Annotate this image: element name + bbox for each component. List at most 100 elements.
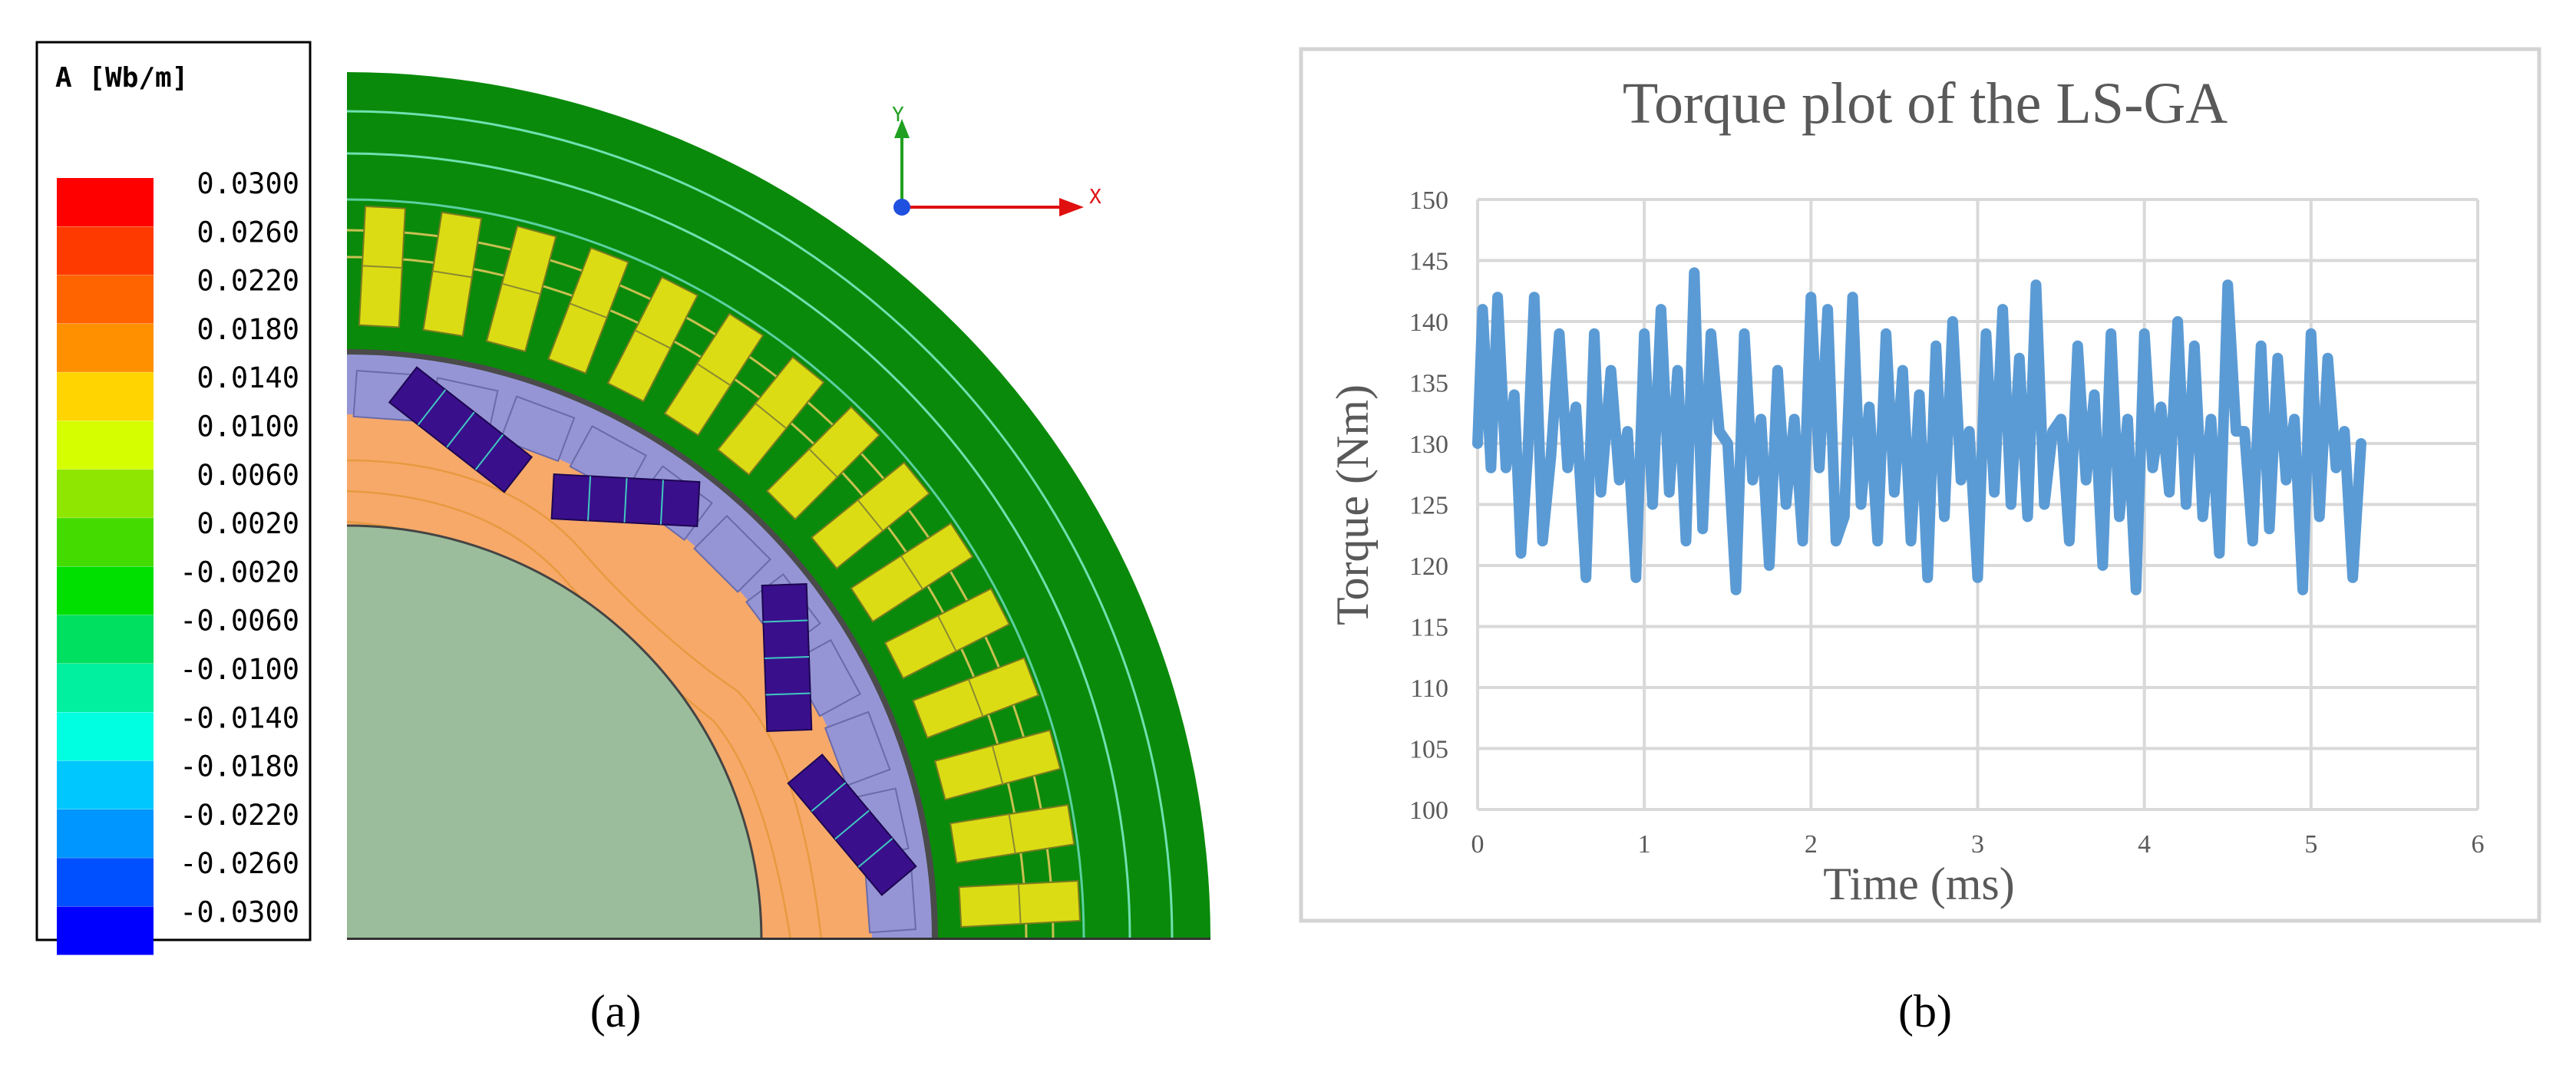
- legend-level-label: 0.0260: [197, 216, 299, 249]
- legend-swatch: [57, 372, 154, 421]
- coil-divider: [362, 265, 402, 269]
- panel-b: Torque plot of the LS-GA 100105110115120…: [1299, 47, 2541, 1037]
- coil-divider: [808, 448, 838, 478]
- y-tick-label: 140: [1409, 308, 1448, 337]
- stator-slots: [358, 205, 1082, 928]
- coil-divider: [569, 302, 608, 319]
- rotor-bar: [824, 711, 891, 787]
- x-tick-label: 5: [2304, 830, 2317, 859]
- x-axis-label: X: [1089, 186, 1101, 209]
- coil-divider: [991, 745, 1004, 785]
- legend-level-label: -0.0180: [180, 750, 299, 783]
- x-tick-labels: 0 1 2 3 4 5 6: [1471, 830, 2485, 859]
- z-axis-origin: [893, 199, 910, 216]
- shaft: [347, 526, 761, 939]
- legend-level-label: 0.0300: [197, 167, 299, 200]
- chart-title: Torque plot of the LS-GA: [1623, 71, 2228, 136]
- stator-slot: [949, 803, 1075, 864]
- motor-cross-section: [347, 72, 1210, 939]
- x-tick-label: 6: [2472, 830, 2485, 859]
- y-tick-labels: 100 105 110 115 120 125 130 135 140 145 150: [1409, 186, 1448, 825]
- magnet-segment-line: [811, 782, 847, 813]
- coil-divider: [857, 499, 884, 532]
- legend-swatch: [57, 420, 154, 470]
- stator-flux-lines: [347, 110, 1174, 939]
- coil-divider: [432, 270, 473, 279]
- stator-slot: [933, 729, 1062, 801]
- permanent-magnet: [761, 583, 813, 732]
- y-tick-label: 150: [1409, 186, 1448, 215]
- section-baseline: [347, 938, 1210, 940]
- stator-slot: [883, 587, 1011, 680]
- legend-swatch: [57, 809, 154, 858]
- y-tick-label: 135: [1409, 370, 1448, 398]
- stator-slot: [850, 522, 974, 623]
- shaft-outline: [347, 524, 763, 939]
- y-axis-label: Y: [892, 104, 904, 127]
- coil-divider: [967, 678, 984, 717]
- legend-level-label: -0.0020: [180, 556, 299, 589]
- x-tick-label: 3: [1971, 830, 1984, 859]
- legend-swatch: [57, 615, 154, 664]
- legend-swatch: [57, 858, 154, 907]
- legend-swatch: [57, 178, 154, 226]
- permanent-magnets: [388, 366, 917, 896]
- x-tick-label: 1: [1638, 830, 1651, 859]
- stator-slot: [958, 880, 1082, 928]
- coil-divider: [937, 615, 957, 652]
- y-tick-label: 105: [1409, 736, 1448, 764]
- coil-divider: [634, 329, 671, 349]
- x-axis-title: Time (ms): [1823, 859, 2015, 909]
- legend-level-label: 0.0220: [197, 265, 299, 298]
- magnet-segment-line: [417, 389, 447, 426]
- torque-line: [1472, 267, 2366, 595]
- legend-level-label: -0.0260: [180, 847, 299, 880]
- stator-slot: [810, 461, 930, 570]
- legend-level-label: 0.0180: [197, 313, 299, 346]
- legend-swatch: [57, 518, 154, 567]
- legend-swatch: [57, 275, 154, 324]
- panel-a: A [Wb/m] 0.0300 0.0260 0.0220 0.0180 0.0140 0…: [35, 41, 1210, 1037]
- legend-title: A [Wb/m]: [55, 62, 188, 94]
- magnet-segment-line: [857, 837, 893, 868]
- y-tick-label: 100: [1409, 796, 1448, 825]
- permanent-magnet: [787, 753, 917, 896]
- field-legend: A [Wb/m] 0.0300 0.0260 0.0220 0.0180 0.0140 0…: [35, 41, 312, 955]
- legend-swatch: [57, 469, 154, 518]
- magnet-segment-line: [763, 619, 808, 623]
- y-tick-label: 130: [1409, 430, 1448, 459]
- legend-swatch: [57, 226, 154, 275]
- coil-divider: [1008, 813, 1016, 854]
- y-tick-label: 125: [1409, 492, 1448, 520]
- legend-swatch: [57, 760, 154, 809]
- magnet-segment-line: [659, 480, 664, 525]
- y-tick-label: 145: [1409, 248, 1448, 276]
- stator-slot: [485, 225, 557, 353]
- legend-level-label: -0.0220: [180, 799, 299, 832]
- permanent-magnet: [550, 473, 701, 527]
- coil-divider: [1017, 884, 1022, 925]
- legend-swatch: [57, 712, 154, 761]
- magnet-segment-line: [587, 476, 592, 521]
- stator-slot: [716, 356, 825, 476]
- stator-slot: [606, 275, 699, 403]
- legend-swatch: [57, 323, 154, 372]
- x-tick-label: 0: [1471, 830, 1485, 859]
- legend-level-label: 0.0020: [197, 507, 299, 540]
- torque-series: [1472, 267, 2366, 595]
- caption-a: (a): [590, 986, 642, 1037]
- y-tick-label: 110: [1410, 674, 1448, 703]
- magnet-segment-line: [623, 477, 628, 523]
- coil-divider: [696, 363, 732, 387]
- legend-level-label: -0.0300: [180, 896, 299, 929]
- coordinate-triad: Y X: [892, 104, 1101, 216]
- stator-slot: [422, 211, 483, 338]
- stator-slot: [912, 657, 1040, 739]
- caption-b: (b): [1898, 986, 1952, 1037]
- legend-level-label: 0.0060: [197, 459, 299, 492]
- legend-level-label: 0.0140: [197, 361, 299, 394]
- legend-swatch: [57, 906, 154, 955]
- stator-slot: [358, 205, 406, 328]
- y-arrowhead: [894, 119, 910, 138]
